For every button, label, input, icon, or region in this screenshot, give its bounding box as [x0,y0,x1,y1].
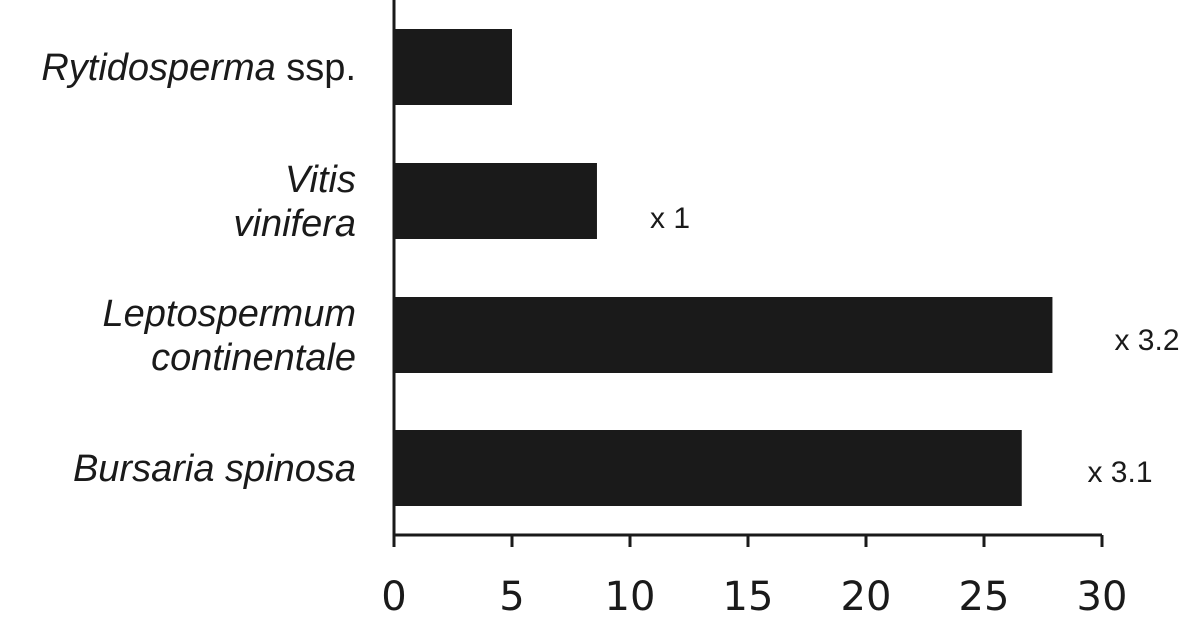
x-tick-label: 20 [841,574,892,619]
category-label-bursaria: Bursaria spinosa [73,448,356,490]
category-label-vitis: vinifera [234,203,357,245]
category-label-vitis: Vitis [285,159,356,201]
bar-vitis [394,163,597,239]
bar-leptospermum [394,297,1053,373]
fold-change-label: x 3.2 [1114,324,1179,357]
bar-bursaria [394,430,1022,506]
category-label-leptospermum: Leptospermum [103,293,356,335]
x-tick-label: 30 [1077,574,1128,619]
fold-change-label: x 1 [650,202,690,235]
x-tick-label: 10 [605,574,656,619]
x-tick-label: 5 [499,574,524,619]
category-label-rytidosperma: Rytidosperma ssp. [41,47,356,89]
fold-change-label: x 3.1 [1087,456,1152,489]
category-label-leptospermum: continentale [151,337,356,379]
bar-rytidosperma [394,29,512,105]
x-tick-label: 25 [959,574,1010,619]
x-tick-label: 15 [723,574,774,619]
x-tick-label: 0 [381,574,406,619]
